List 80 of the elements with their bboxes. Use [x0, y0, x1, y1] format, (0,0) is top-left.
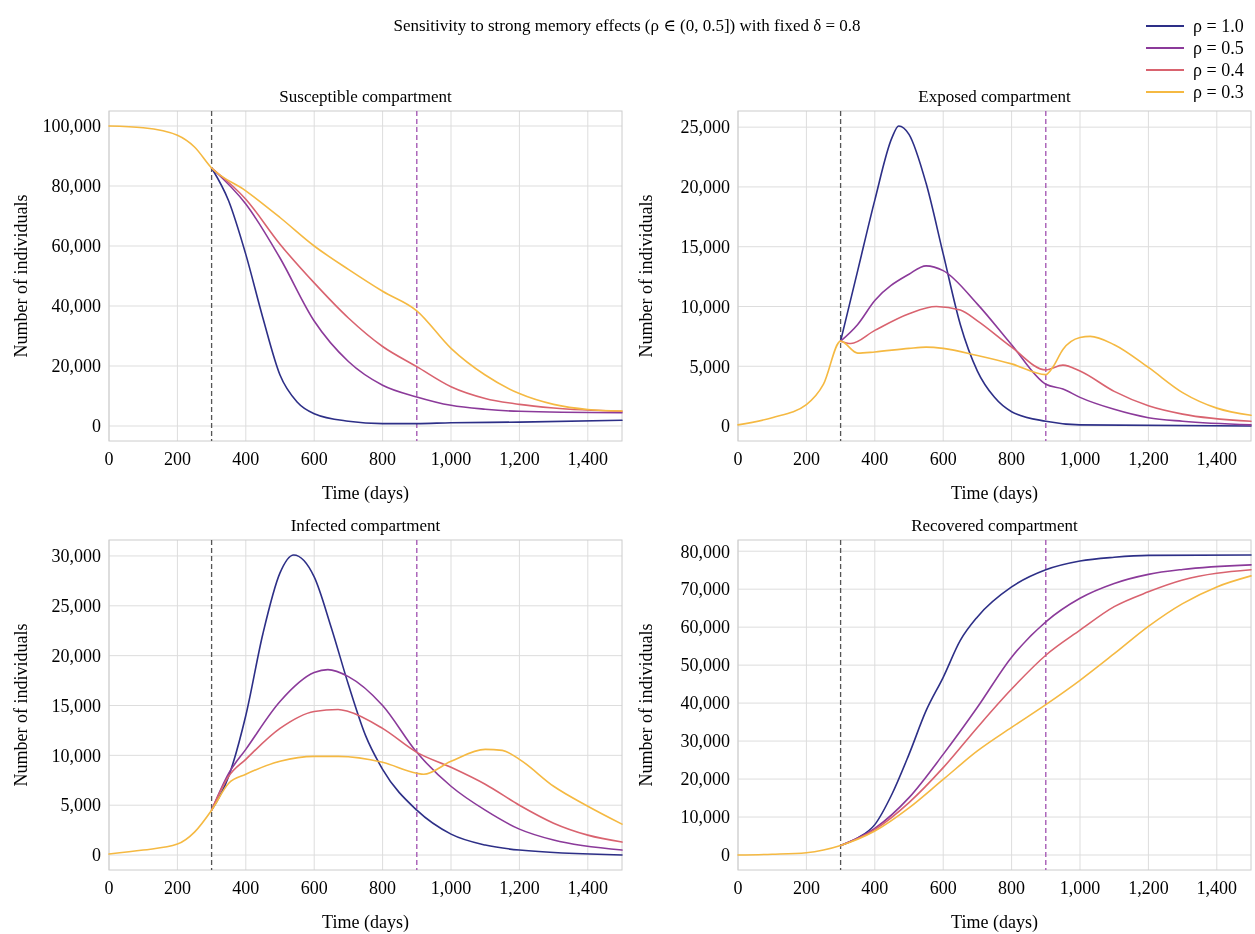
- chart-title: Sensitivity to strong memory effects (ρ ∈ (0, 0.5]) with fixed δ = 0.8: [393, 16, 861, 35]
- chart-subtitle: Susceptible compartment: [279, 87, 452, 106]
- x-tick-label: 600: [929, 449, 957, 469]
- y-axis-title: Number of individuals: [11, 194, 31, 358]
- x-tick-label: 1,000: [1059, 878, 1101, 898]
- y-tick-label: 0: [92, 845, 101, 866]
- line-series: [737, 575, 1252, 856]
- y-tick-label: 15,000: [680, 237, 730, 258]
- line-series: [108, 125, 623, 412]
- x-tick-label: 600: [929, 878, 957, 898]
- x-tick-label: 600: [300, 878, 328, 898]
- y-tick-label: 10,000: [680, 807, 730, 828]
- y-tick-label: 40,000: [680, 693, 730, 714]
- y-tick-label: 0: [721, 845, 730, 866]
- x-tick-label: 200: [792, 449, 820, 469]
- x-axis-title: Time (days): [951, 912, 1038, 933]
- x-tick-label: 1,000: [1059, 449, 1101, 469]
- x-tick-label: 1,400: [1196, 449, 1238, 469]
- y-tick-label: 80,000: [680, 541, 730, 562]
- line-series: [210, 708, 623, 843]
- x-axis-title: Time (days): [322, 912, 409, 933]
- x-tick-label: 800: [998, 878, 1026, 898]
- x-tick-label: 800: [369, 449, 397, 469]
- x-tick-label: 1,400: [1196, 878, 1238, 898]
- x-axis-title: Time (days): [951, 483, 1038, 504]
- x-tick-label: 1,200: [499, 878, 540, 898]
- y-tick-label: 20,000: [680, 769, 730, 790]
- x-tick-label: 200: [163, 449, 191, 469]
- y-tick-label: 5,000: [689, 356, 730, 377]
- x-tick-label: 200: [163, 878, 191, 898]
- line-series: [839, 265, 1252, 426]
- y-tick-label: 30,000: [680, 731, 730, 752]
- y-tick-label: 0: [721, 416, 730, 437]
- y-tick-label: 60,000: [51, 236, 101, 257]
- x-tick-label: 200: [792, 878, 820, 898]
- x-tick-label: 1,200: [1128, 878, 1169, 898]
- x-tick-label: 400: [232, 878, 260, 898]
- y-tick-label: 20,000: [51, 356, 101, 377]
- legend-label: ρ = 0.4: [1193, 60, 1244, 81]
- y-tick-label: 10,000: [51, 745, 101, 766]
- y-tick-label: 20,000: [680, 177, 730, 198]
- legend-label: ρ = 1.0: [1193, 16, 1244, 37]
- x-tick-label: 1,200: [1128, 449, 1169, 469]
- line-series: [108, 748, 623, 855]
- y-tick-label: 100,000: [42, 116, 101, 137]
- y-tick-label: 25,000: [51, 596, 101, 617]
- chart-title: Recovered compartment: [911, 516, 1079, 535]
- x-axis-title: Time (days): [322, 483, 409, 504]
- line-series: [839, 125, 1252, 427]
- chart-title: Exposed compartment: [918, 87, 1072, 106]
- y-axis-title: Number of individuals: [636, 194, 656, 358]
- legend-label: ρ = 0.5: [1193, 38, 1244, 59]
- x-tick-label: 800: [369, 878, 397, 898]
- x-tick-label: 400: [861, 449, 889, 469]
- x-tick-label: 1,200: [499, 449, 540, 469]
- y-tick-label: 40,000: [51, 296, 101, 317]
- x-tick-label: 600: [300, 449, 328, 469]
- y-tick-label: 5,000: [60, 795, 101, 816]
- x-tick-label: 1,000: [430, 449, 472, 469]
- y-axis-title: Number of individuals: [11, 623, 31, 787]
- x-tick-label: 400: [232, 449, 260, 469]
- x-tick-label: 1,400: [567, 878, 609, 898]
- y-tick-label: 50,000: [680, 655, 730, 676]
- y-tick-label: 30,000: [51, 546, 101, 567]
- chart-title: Infected compartment: [290, 516, 441, 535]
- y-axis-title: Number of individuals: [636, 623, 656, 787]
- y-tick-label: 80,000: [51, 176, 101, 197]
- y-tick-label: 60,000: [680, 617, 730, 638]
- x-tick-label: 800: [998, 449, 1026, 469]
- y-tick-label: 0: [92, 416, 101, 437]
- y-tick-label: 15,000: [51, 695, 101, 716]
- line-series: [737, 335, 1252, 426]
- x-tick-label: 1,400: [567, 449, 609, 469]
- legend-label: ρ = 0.3: [1193, 82, 1244, 103]
- y-tick-label: 25,000: [680, 117, 730, 138]
- y-tick-label: 10,000: [680, 296, 730, 317]
- y-tick-label: 20,000: [51, 645, 101, 666]
- x-tick-label: 400: [861, 878, 889, 898]
- y-tick-label: 70,000: [680, 579, 730, 600]
- x-tick-label: 1,000: [430, 878, 472, 898]
